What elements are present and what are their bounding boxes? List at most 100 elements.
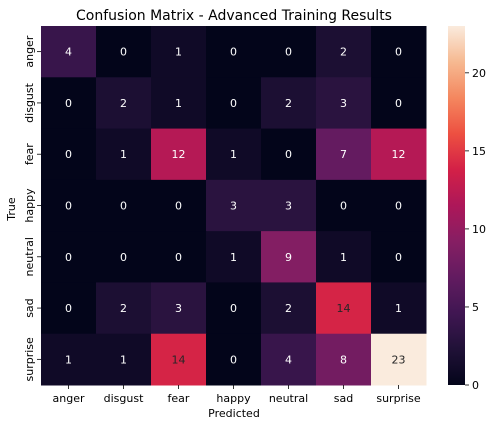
colorbar-tick-label: 5 <box>472 301 479 314</box>
heatmap-cell <box>206 77 262 130</box>
x-tick-labels: anger disgust fear happy neutral sad surprise <box>53 385 421 405</box>
heatmap-cell <box>206 128 262 181</box>
x-tick-label: surprise <box>376 392 421 405</box>
x-tick-label: disgust <box>104 392 144 405</box>
heatmap-cell <box>316 128 372 181</box>
heatmap-cell <box>151 26 207 78</box>
y-tick-label: neutral <box>23 237 36 276</box>
colorbar-tick-label: 10 <box>472 223 486 236</box>
cell-value-label: 1 <box>395 302 402 315</box>
cell-value-label: 3 <box>285 200 292 213</box>
x-tick-label: sad <box>334 392 353 405</box>
heatmap-cell <box>151 179 207 232</box>
cell-value-label: 0 <box>230 302 237 315</box>
heatmap-cell <box>96 26 152 78</box>
heatmap-cell <box>261 77 317 130</box>
cell-value-label: 1 <box>65 353 72 366</box>
cell-value-label: 7 <box>340 148 347 161</box>
cell-value-label: 23 <box>392 353 406 366</box>
heatmap-cell <box>261 26 317 78</box>
heatmap-cell <box>261 231 317 283</box>
heatmap-cell <box>371 26 427 78</box>
heatmap-cell <box>371 77 427 130</box>
heatmap-cell <box>151 282 207 335</box>
cell-value-label: 0 <box>395 200 402 213</box>
y-tick-label: happy <box>23 188 36 223</box>
heatmap-cell <box>41 333 97 386</box>
cell-value-label: 0 <box>120 46 127 59</box>
cell-value-label: 0 <box>395 251 402 264</box>
cell-value-label: 1 <box>175 46 182 59</box>
cell-value-label: 4 <box>285 353 292 366</box>
chart-title: Confusion Matrix - Advanced Training Res… <box>76 8 392 24</box>
cell-value-label: 2 <box>340 46 347 59</box>
cell-value-label: 0 <box>395 46 402 59</box>
heatmap-cells: 4 0 1 0 0 2 00 2 1 0 2 3 00 1 12 1 0 7 120 0 0 3 3 0 00 0 0 1 9 1 00 2 3… <box>41 26 427 386</box>
heatmap-cell <box>371 231 427 283</box>
cell-value-label: 0 <box>65 200 72 213</box>
heatmap-cell <box>261 128 317 181</box>
cell-value-label: 8 <box>340 353 347 366</box>
cell-value-label: 2 <box>285 97 292 110</box>
cell-value-label: 1 <box>175 97 182 110</box>
cell-value-label: 12 <box>392 148 406 161</box>
cell-value-label: 12 <box>172 148 186 161</box>
heatmap-cell <box>151 77 207 130</box>
y-axis-label: True <box>5 197 18 222</box>
heatmap-cell <box>316 179 372 232</box>
heatmap-cell <box>41 128 97 181</box>
cell-value-label: 3 <box>175 302 182 315</box>
cell-value-label: 3 <box>230 200 237 213</box>
heatmap-cell <box>371 282 427 335</box>
cell-value-label: 2 <box>120 97 127 110</box>
heatmap-cell <box>151 128 207 181</box>
heatmap-cell <box>151 231 207 283</box>
heatmap-cell <box>316 282 372 335</box>
x-tick-label: neutral <box>269 392 308 405</box>
heatmap-cell <box>206 333 262 386</box>
cell-value-label: 0 <box>120 251 127 264</box>
cell-value-label: 9 <box>285 251 292 264</box>
heatmap-cell <box>206 231 262 283</box>
cell-value-label: 2 <box>120 302 127 315</box>
heatmap-cell <box>261 282 317 335</box>
heatmap-cell <box>41 282 97 335</box>
heatmap-cell <box>371 333 427 386</box>
y-tick-label: surprise <box>23 337 36 382</box>
colorbar: 0 5 10 15 20 <box>448 26 486 392</box>
heatmap-cell <box>316 333 372 386</box>
colorbar-gradient <box>448 26 465 385</box>
heatmap-cell <box>371 128 427 181</box>
heatmap-cell <box>41 231 97 283</box>
cell-value-label: 0 <box>230 353 237 366</box>
colorbar-tick-label: 15 <box>472 145 486 158</box>
heatmap-cell <box>206 26 262 78</box>
cell-value-label: 14 <box>337 302 351 315</box>
cell-value-label: 0 <box>395 97 402 110</box>
cell-value-label: 0 <box>65 97 72 110</box>
heatmap-cell <box>96 231 152 283</box>
cell-value-label: 0 <box>120 200 127 213</box>
y-tick-label: disgust <box>23 82 36 122</box>
heatmap-cell <box>96 77 152 130</box>
colorbar-tick-label: 20 <box>472 67 486 80</box>
heatmap-cell <box>261 179 317 232</box>
heatmap-cell <box>316 26 372 78</box>
cell-value-label: 0 <box>65 302 72 315</box>
heatmap-cell <box>261 333 317 386</box>
cell-value-label: 0 <box>65 148 72 161</box>
heatmap-cell <box>96 128 152 181</box>
x-tick-label: happy <box>216 392 251 405</box>
cell-value-label: 1 <box>120 148 127 161</box>
cell-value-label: 1 <box>120 353 127 366</box>
x-tick-label: fear <box>168 392 190 405</box>
cell-value-label: 0 <box>340 200 347 213</box>
cell-value-label: 0 <box>65 251 72 264</box>
cell-value-label: 1 <box>340 251 347 264</box>
heatmap-cell <box>96 282 152 335</box>
y-tick-label: sad <box>23 298 36 317</box>
cell-value-label: 4 <box>65 46 72 59</box>
cell-value-label: 3 <box>340 97 347 110</box>
cell-value-label: 0 <box>230 46 237 59</box>
